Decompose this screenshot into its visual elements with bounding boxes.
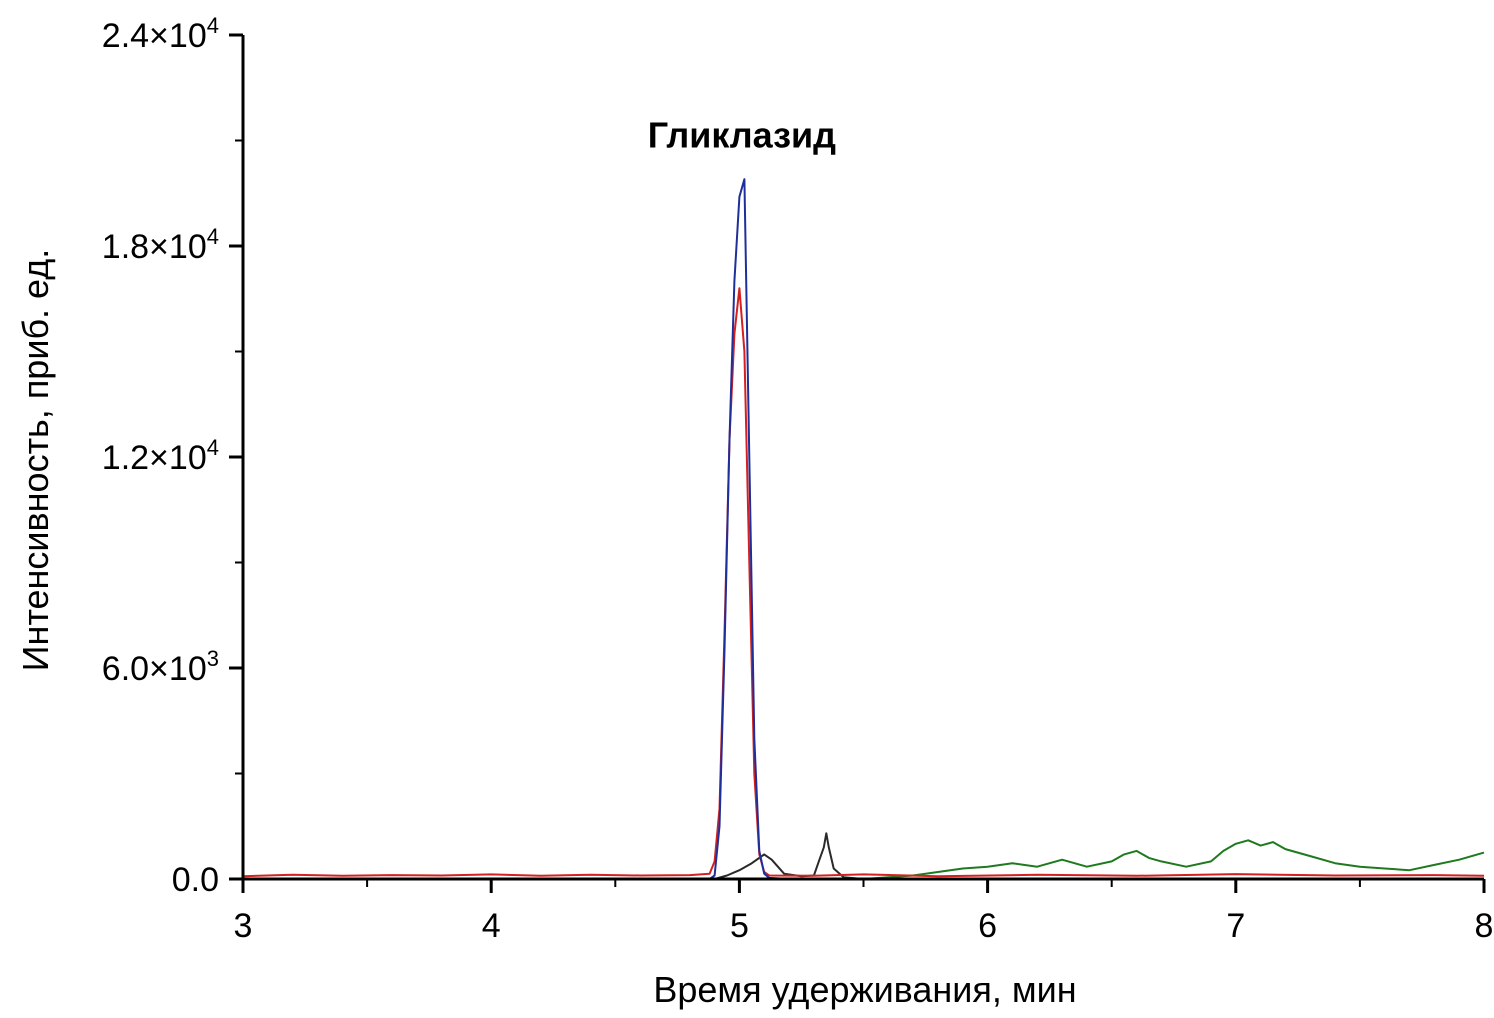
peak-annotation: Гликлазид (648, 115, 836, 156)
series-line (243, 832, 1484, 880)
annotations: Гликлазид (648, 115, 836, 156)
y-ticks: 0.0 6.0×103 1.2×104 1.8×104 2.4×104 (102, 13, 243, 899)
x-tick-label: 3 (234, 907, 253, 945)
x-tick-label: 8 (1475, 907, 1494, 945)
series-line (243, 839, 1485, 880)
y-tick-label: 1.8×104 (102, 224, 219, 266)
axes-layer (241, 35, 1484, 881)
y-tick-label: 1.2×104 (102, 435, 219, 477)
series-line (242, 287, 1485, 878)
x-axis-label: Время удерживания, мин (653, 969, 1076, 1010)
x-tick-label: 4 (482, 907, 501, 945)
x-tick-label: 5 (730, 907, 749, 945)
y-tick-label: 2.4×104 (102, 13, 219, 55)
x-tick-label: 7 (1226, 907, 1245, 945)
y-tick-label: 0.0 (172, 861, 219, 899)
series-line (243, 178, 1484, 880)
x-tick-label: 6 (978, 907, 997, 945)
series-layer (242, 178, 1485, 880)
y-tick-label: 6.0×103 (102, 646, 219, 688)
x-ticks: 3 4 5 6 7 8 (234, 879, 1494, 945)
y-axis-label: Интенсивность, приб. ед. (15, 249, 56, 672)
